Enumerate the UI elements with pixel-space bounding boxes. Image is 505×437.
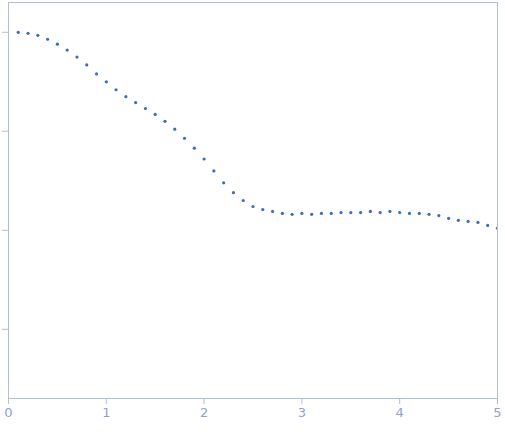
svg-text:3: 3 [298, 405, 306, 420]
svg-text:1: 1 [102, 405, 110, 420]
svg-text:4: 4 [396, 405, 404, 420]
svg-text:0: 0 [4, 405, 12, 420]
svg-text:2: 2 [200, 405, 208, 420]
svg-text:5: 5 [493, 405, 501, 420]
